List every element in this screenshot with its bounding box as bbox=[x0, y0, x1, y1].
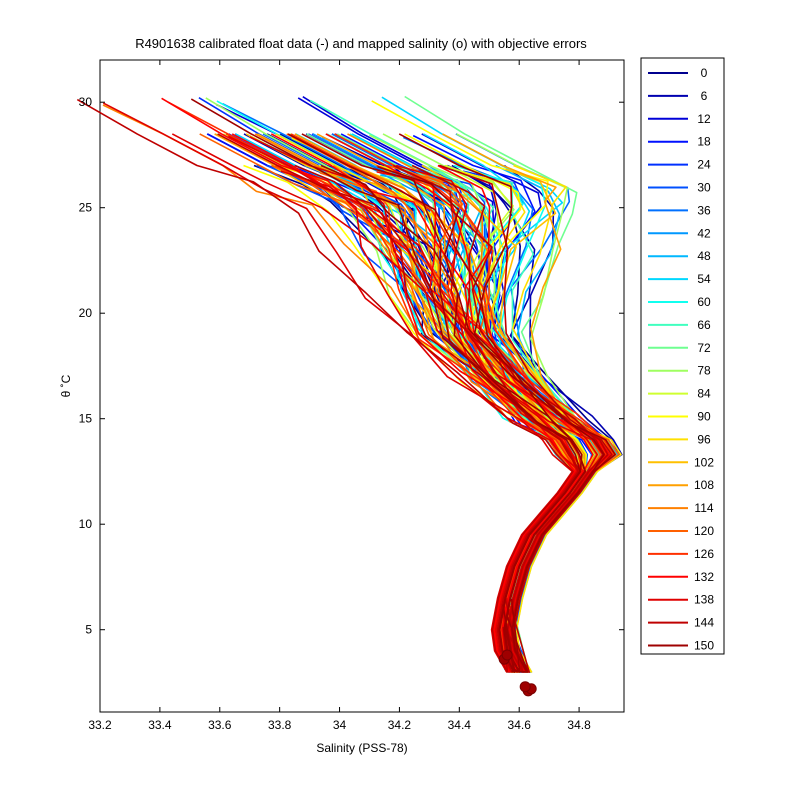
x-tick-label: 34 bbox=[333, 718, 347, 732]
y-tick-label: 5 bbox=[85, 623, 92, 637]
x-tick-label: 33.4 bbox=[148, 718, 172, 732]
legend-label: 54 bbox=[697, 272, 711, 286]
plot-area: 33.2 33.4 33.6 33.8 34 34.2 34.4 34.6 34.8 5 10 15 2… bbox=[76, 59, 625, 732]
profile-line bbox=[76, 98, 574, 673]
x-tick-label: 33.6 bbox=[208, 718, 232, 732]
legend-label: 24 bbox=[697, 158, 711, 172]
y-tick-label: 15 bbox=[79, 412, 93, 426]
legend: 0 6 12 18 24 30 36 42 48 54 60 66 72 78 84 90 96 102 108 11… bbox=[640, 57, 725, 655]
profile-line bbox=[301, 133, 587, 673]
x-tick-label: 33.8 bbox=[268, 718, 292, 732]
x-axis-label: Salinity (PSS-78) bbox=[316, 741, 407, 755]
profile-line bbox=[294, 164, 580, 673]
mapped-salinity-point bbox=[501, 649, 513, 661]
y-tick-label: 10 bbox=[79, 517, 93, 531]
legend-label: 102 bbox=[694, 455, 714, 469]
mapped-salinity-point bbox=[519, 681, 531, 693]
chart-title: R4901638 calibrated float data (-) and m… bbox=[135, 36, 587, 51]
legend-label: 108 bbox=[694, 478, 714, 492]
legend-label: 6 bbox=[701, 89, 708, 103]
legend-label: 150 bbox=[694, 639, 714, 653]
profile-line bbox=[376, 171, 576, 673]
profile-line bbox=[190, 98, 583, 673]
legend-label: 138 bbox=[694, 593, 714, 607]
legend-entries: 0 6 12 18 24 30 36 42 48 54 60 66 72 78 84 90 96 102 108 11… bbox=[648, 66, 714, 653]
series-layer bbox=[76, 95, 623, 673]
legend-box bbox=[640, 57, 725, 655]
legend-label: 12 bbox=[697, 112, 711, 126]
legend-label: 36 bbox=[697, 203, 711, 217]
profile-line bbox=[392, 164, 606, 673]
x-tick-label: 34.2 bbox=[388, 718, 412, 732]
legend-label: 90 bbox=[697, 410, 711, 424]
legend-label: 132 bbox=[694, 570, 714, 584]
legend-label: 84 bbox=[697, 387, 711, 401]
mapped-points-layer bbox=[498, 649, 537, 697]
legend-label: 42 bbox=[697, 226, 711, 240]
profile-line bbox=[217, 133, 613, 673]
y-tick-label: 25 bbox=[79, 201, 93, 215]
y-tick-label: 20 bbox=[79, 306, 93, 320]
legend-label: 60 bbox=[697, 295, 711, 309]
legend-label: 66 bbox=[697, 318, 711, 332]
legend-label: 48 bbox=[697, 249, 711, 263]
legend-label: 18 bbox=[697, 135, 711, 149]
legend-label: 78 bbox=[697, 364, 711, 378]
legend-label: 30 bbox=[697, 181, 711, 195]
legend-label: 120 bbox=[694, 524, 714, 538]
legend-label: 96 bbox=[697, 432, 711, 446]
legend-label: 114 bbox=[694, 501, 713, 515]
legend-label: 126 bbox=[694, 547, 714, 561]
y-axis-label: θ ˚C bbox=[59, 374, 73, 397]
profile-line bbox=[439, 164, 609, 673]
legend-label: 72 bbox=[697, 341, 711, 355]
legend-label: 144 bbox=[694, 616, 714, 630]
x-tick-label: 34.6 bbox=[508, 718, 532, 732]
legend-label: 0 bbox=[701, 66, 708, 80]
y-tick-label: 30 bbox=[79, 95, 93, 109]
x-tick-label: 34.8 bbox=[567, 718, 591, 732]
x-tick-label: 33.2 bbox=[88, 718, 112, 732]
x-tick-label: 34.4 bbox=[448, 718, 472, 732]
axis-ticks: 33.2 33.4 33.6 33.8 34 34.2 34.4 34.6 34.8 5 10 15 2… bbox=[79, 60, 624, 732]
